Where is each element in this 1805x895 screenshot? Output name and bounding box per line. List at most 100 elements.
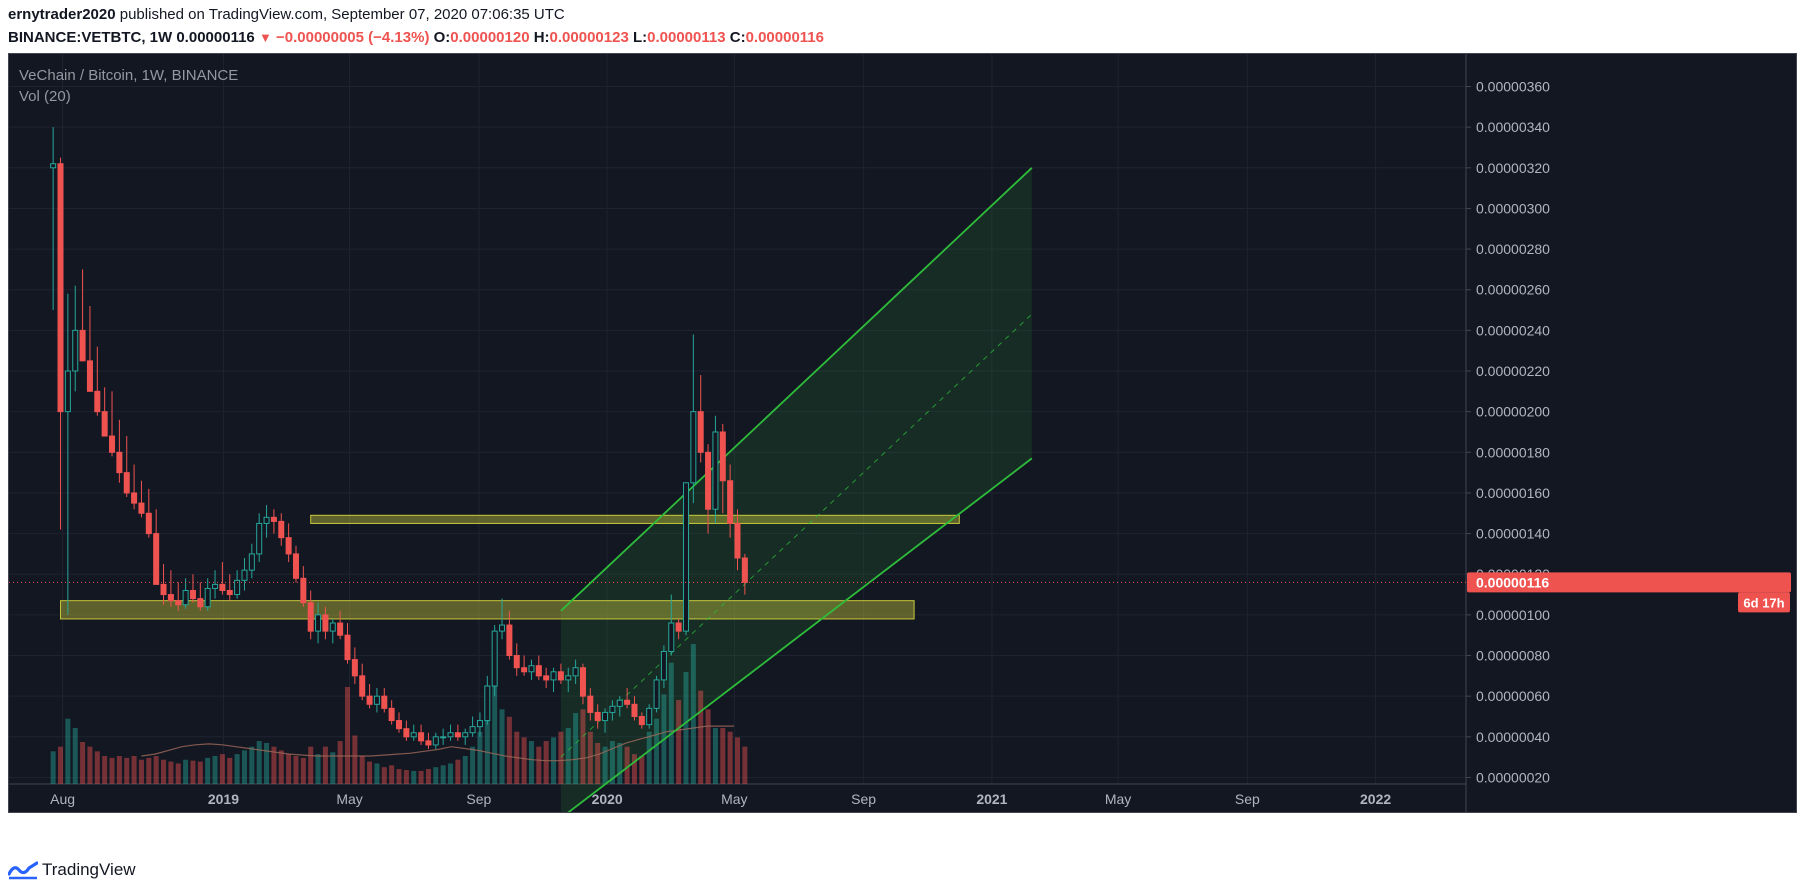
candle-body[interactable] bbox=[653, 679, 660, 709]
candle-body[interactable] bbox=[337, 622, 344, 636]
candle-body[interactable] bbox=[734, 522, 741, 559]
candle-body[interactable] bbox=[64, 370, 71, 413]
candle-body[interactable] bbox=[594, 711, 601, 722]
candle-body[interactable] bbox=[373, 695, 380, 705]
candle-body[interactable] bbox=[616, 699, 623, 707]
candle-body[interactable] bbox=[226, 589, 233, 596]
support-resistance-zone[interactable] bbox=[60, 600, 915, 620]
candle-body[interactable] bbox=[197, 598, 204, 608]
candle-body[interactable] bbox=[116, 451, 123, 474]
candle-body[interactable] bbox=[241, 569, 248, 581]
candle-body[interactable] bbox=[50, 163, 57, 169]
candle-body[interactable] bbox=[315, 614, 322, 632]
candle-body[interactable] bbox=[94, 390, 101, 413]
candle-body[interactable] bbox=[491, 630, 498, 687]
parallel-channel-fill[interactable] bbox=[560, 167, 1032, 812]
candle-body[interactable] bbox=[447, 732, 454, 738]
candle-body[interactable] bbox=[388, 707, 395, 722]
candle-body[interactable] bbox=[167, 594, 174, 602]
candle-body[interactable] bbox=[57, 163, 64, 413]
candle-body[interactable] bbox=[462, 732, 469, 738]
channel-lower-line[interactable] bbox=[561, 457, 1033, 812]
candle-body[interactable] bbox=[535, 665, 542, 677]
candle-body[interactable] bbox=[572, 667, 579, 677]
candle-body[interactable] bbox=[322, 614, 329, 632]
candle-body[interactable] bbox=[160, 583, 167, 596]
candle-body[interactable] bbox=[741, 557, 748, 583]
tradingview-logo-icon[interactable] bbox=[8, 860, 38, 880]
candle-body[interactable] bbox=[344, 634, 351, 661]
candle-body[interactable] bbox=[476, 720, 483, 728]
candle-body[interactable] bbox=[543, 675, 550, 681]
candle-body[interactable] bbox=[631, 703, 638, 717]
candle-body[interactable] bbox=[682, 482, 689, 632]
candle-body[interactable] bbox=[550, 671, 557, 681]
candle-body[interactable] bbox=[403, 728, 410, 738]
candle-body[interactable] bbox=[153, 533, 160, 585]
candle-body[interactable] bbox=[646, 707, 653, 726]
candle-body[interactable] bbox=[86, 360, 93, 392]
candle-body[interactable] bbox=[138, 502, 145, 514]
candle-body[interactable] bbox=[189, 589, 196, 600]
candle-body[interactable] bbox=[278, 520, 285, 539]
author-name[interactable]: ernytrader2020 bbox=[8, 6, 116, 23]
candle-body[interactable] bbox=[366, 695, 373, 705]
candle-body[interactable] bbox=[285, 537, 292, 555]
candle-body[interactable] bbox=[719, 431, 726, 482]
candle-body[interactable] bbox=[506, 624, 513, 657]
candle-body[interactable] bbox=[329, 622, 336, 632]
candle-body[interactable] bbox=[469, 726, 476, 734]
candle-body[interactable] bbox=[72, 329, 79, 372]
brand-name[interactable]: TradingView bbox=[42, 860, 136, 879]
candle-body[interactable] bbox=[499, 624, 506, 632]
candle-body[interactable] bbox=[381, 695, 388, 709]
price-chart[interactable]: 0.00000020 0.00000040 0.00000060 0.00000080… bbox=[9, 54, 1796, 812]
channel-upper-line[interactable] bbox=[560, 167, 1033, 612]
candle-body[interactable] bbox=[418, 732, 425, 742]
candle-body[interactable] bbox=[256, 522, 263, 555]
candle-body[interactable] bbox=[79, 329, 86, 362]
legend-title[interactable]: VeChain / Bitcoin, 1W, BINANCE bbox=[19, 67, 239, 84]
candle-body[interactable] bbox=[396, 720, 403, 730]
candle-body[interactable] bbox=[712, 431, 719, 510]
candle-body[interactable] bbox=[528, 665, 535, 673]
candle-body[interactable] bbox=[440, 736, 447, 739]
candle-body[interactable] bbox=[587, 695, 594, 713]
candle-body[interactable] bbox=[300, 577, 307, 604]
candle-body[interactable] bbox=[602, 711, 609, 722]
candle-body[interactable] bbox=[675, 622, 682, 632]
candle-body[interactable] bbox=[660, 650, 667, 681]
candle-body[interactable] bbox=[359, 675, 366, 697]
candle-body[interactable] bbox=[248, 553, 255, 571]
candle-body[interactable] bbox=[219, 583, 226, 591]
candle-body[interactable] bbox=[425, 740, 432, 746]
support-resistance-zone[interactable] bbox=[310, 514, 960, 524]
candle-body[interactable] bbox=[668, 622, 675, 652]
candle-body[interactable] bbox=[270, 516, 277, 522]
candle-body[interactable] bbox=[410, 732, 417, 738]
channel-median-line[interactable] bbox=[560, 313, 1033, 758]
candle-body[interactable] bbox=[292, 553, 299, 579]
candle-body[interactable] bbox=[624, 699, 631, 705]
candle-body[interactable] bbox=[579, 667, 586, 697]
candle-body[interactable] bbox=[565, 675, 572, 681]
candle-body[interactable] bbox=[263, 516, 270, 524]
candle-body[interactable] bbox=[513, 655, 520, 669]
candle-body[interactable] bbox=[705, 451, 712, 510]
candle-body[interactable] bbox=[521, 667, 528, 673]
candle-body[interactable] bbox=[204, 587, 211, 608]
candle-body[interactable] bbox=[212, 583, 219, 589]
candle-body[interactable] bbox=[307, 602, 314, 632]
candle-body[interactable] bbox=[101, 411, 108, 437]
legend-volume[interactable]: Vol (20) bbox=[19, 88, 71, 105]
candle-body[interactable] bbox=[234, 579, 241, 596]
candle-body[interactable] bbox=[454, 732, 461, 738]
candle-body[interactable] bbox=[351, 659, 358, 677]
candle-body[interactable] bbox=[638, 715, 645, 726]
candle-body[interactable] bbox=[131, 492, 138, 504]
candle-body[interactable] bbox=[697, 411, 704, 453]
candle-body[interactable] bbox=[145, 512, 152, 535]
candle-body[interactable] bbox=[109, 435, 116, 453]
candle-body[interactable] bbox=[484, 685, 491, 722]
candle-body[interactable] bbox=[182, 589, 189, 606]
